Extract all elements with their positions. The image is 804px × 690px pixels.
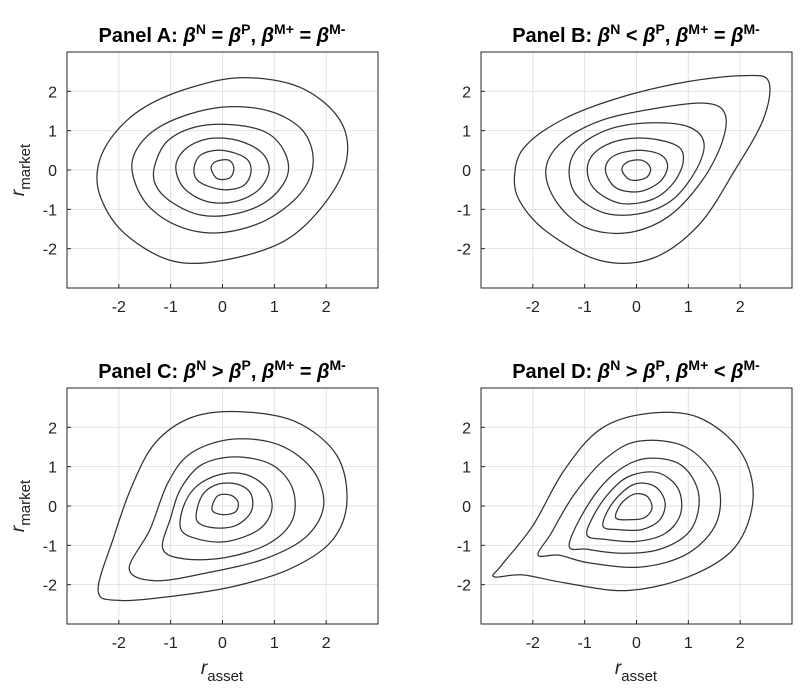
contour-line-3 xyxy=(568,457,700,554)
panel-title: Panel C: βN > βP, βM+ = βM- xyxy=(98,357,346,383)
y-tick-label: -2 xyxy=(457,242,471,259)
contour-line-4 xyxy=(586,137,685,205)
x-tick-label: 0 xyxy=(632,299,641,316)
contour-line-2 xyxy=(545,102,727,235)
x-tick-label: 2 xyxy=(322,299,331,316)
panel-title: Panel A: βN = βP, βM+ = βM- xyxy=(99,21,346,47)
contour-line-5 xyxy=(195,482,254,529)
contour-line-6 xyxy=(210,159,235,181)
y-tick-label: 2 xyxy=(462,420,471,437)
x-tick-label: 2 xyxy=(736,635,745,652)
x-tick-label: 0 xyxy=(218,299,227,316)
y-tick-label: 1 xyxy=(462,460,471,477)
axes-frame xyxy=(480,387,793,625)
axes-frame xyxy=(66,51,379,289)
x-tick-label: 1 xyxy=(684,635,693,652)
panel-c: Panel C: βN > βP, βM+ = βM- -2 -1 0 1 2 -2 -1… xyxy=(8,357,379,685)
x-tick-label: -2 xyxy=(526,635,540,652)
y-tick-label: -1 xyxy=(457,202,471,219)
y-tick-label: 1 xyxy=(48,124,57,141)
contour-line-4 xyxy=(175,137,270,204)
y-tick-label: 2 xyxy=(462,84,471,101)
y-tick-label: 1 xyxy=(48,460,57,477)
x-tick-label: -2 xyxy=(526,299,540,316)
contour-line-5 xyxy=(604,149,669,193)
y-tick-label: -2 xyxy=(43,578,57,595)
contour-line-2 xyxy=(131,105,314,234)
y-tick-label: 0 xyxy=(48,499,57,516)
y-tick-label: -1 xyxy=(43,202,57,219)
y-tick-label: 0 xyxy=(462,163,471,180)
x-tick-label: -1 xyxy=(578,299,592,316)
x-tick-label: 1 xyxy=(684,299,693,316)
x-tick-label: -2 xyxy=(112,635,126,652)
x-tick-label: 1 xyxy=(270,635,279,652)
contour-line-1 xyxy=(97,410,348,602)
contour-line-2 xyxy=(537,439,722,568)
x-tick-label: 2 xyxy=(736,299,745,316)
y-tick-label: 0 xyxy=(48,163,57,180)
y-axis-label: rmarket xyxy=(8,143,34,196)
x-tick-label: 1 xyxy=(270,299,279,316)
contour-line-6 xyxy=(621,159,652,181)
panel-b: Panel B: βN < βP, βM+ = βM- -2 -1 0 1 2 -2 -1… xyxy=(457,21,793,316)
y-tick-label: -1 xyxy=(457,538,471,555)
x-axis-label: rasset xyxy=(201,658,244,685)
y-tick-label: 2 xyxy=(48,84,57,101)
y-tick-label: 0 xyxy=(462,499,471,516)
panel-title: Panel B: βN < βP, βM+ = βM- xyxy=(512,21,760,47)
x-axis-label: rasset xyxy=(615,658,658,685)
contour-line-3 xyxy=(152,123,290,217)
x-tick-label: -1 xyxy=(164,299,178,316)
y-tick-label: -1 xyxy=(43,538,57,555)
contour-line-5 xyxy=(193,149,252,191)
panel-d: Panel D: βN > βP, βM+ < βM- -2 -1 0 1 2 -2 -1… xyxy=(457,357,793,685)
y-tick-label: -2 xyxy=(457,578,471,595)
contour-line-5 xyxy=(602,482,666,532)
contour-line-6 xyxy=(614,493,653,521)
x-tick-label: 0 xyxy=(632,635,641,652)
axes-frame xyxy=(66,387,379,625)
contour-line-3 xyxy=(161,456,296,561)
x-tick-label: -1 xyxy=(578,635,592,652)
contour-line-2 xyxy=(128,438,325,582)
y-axis-label: rmarket xyxy=(8,479,34,532)
contour-line-3 xyxy=(568,122,705,216)
y-tick-label: 2 xyxy=(48,420,57,437)
x-tick-label: 2 xyxy=(322,635,331,652)
panel-a: Panel A: βN = βP, βM+ = βM- -2 -1 0 1 2 -2 -1… xyxy=(8,21,379,316)
y-tick-label: -2 xyxy=(43,242,57,259)
contour-line-1 xyxy=(492,411,754,592)
x-tick-label: 0 xyxy=(218,635,227,652)
contour-line-4 xyxy=(586,471,683,543)
contour-line-4 xyxy=(179,472,273,543)
y-tick-label: 1 xyxy=(462,124,471,141)
axes-frame xyxy=(480,51,793,289)
contour-line-1 xyxy=(96,76,349,265)
contour-line-6 xyxy=(211,493,239,516)
panel-title: Panel D: βN > βP, βM+ < βM- xyxy=(512,357,760,383)
x-tick-label: -2 xyxy=(112,299,126,316)
contour-line-1 xyxy=(513,74,771,264)
x-tick-label: -1 xyxy=(164,635,178,652)
